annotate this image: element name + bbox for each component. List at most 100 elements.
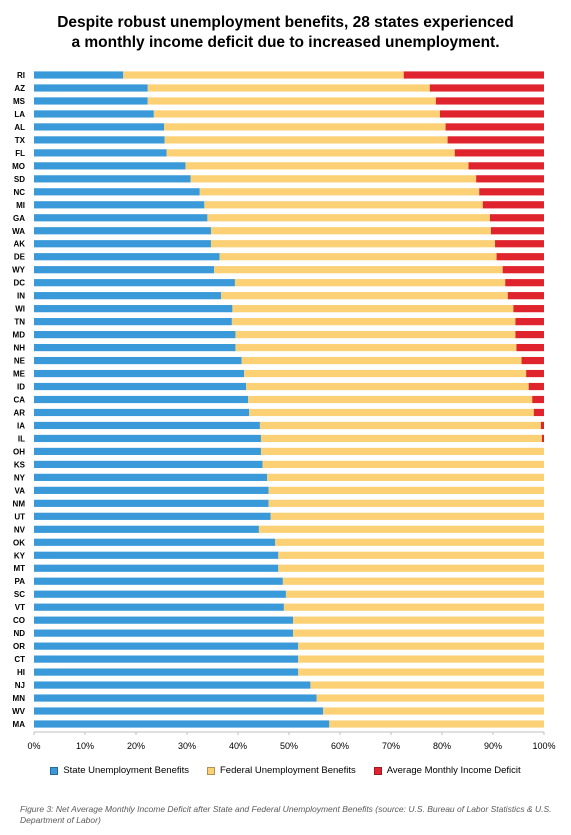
bar-ca-deficit <box>532 395 544 404</box>
category-label-fl: FL <box>15 149 25 158</box>
bar-dc-federal <box>234 279 506 287</box>
category-label-ne: NE <box>14 357 26 366</box>
bar-ma-state <box>34 720 330 728</box>
bar-de-deficit <box>496 253 544 261</box>
category-label-nd: ND <box>13 629 25 638</box>
bar-fl-deficit <box>454 149 544 157</box>
category-label-mo: MO <box>12 162 25 171</box>
category-label-ok: OK <box>13 538 25 547</box>
bar-co-federal <box>293 616 544 624</box>
bar-mt-state <box>34 564 279 572</box>
bar-mi-deficit <box>482 201 544 209</box>
bar-tx-state <box>34 136 165 144</box>
bar-ri-state <box>34 71 124 79</box>
bar-md-state <box>34 331 236 339</box>
bar-mo-state <box>34 162 186 170</box>
bar-sc-federal <box>285 590 544 598</box>
bar-il-federal <box>260 434 542 443</box>
x-axis-group: 0% 10% 20% 30% 40% 50% 60% 70% 80% 90% 100% <box>27 731 556 751</box>
bar-mo-federal <box>185 162 469 170</box>
x-tick-label: 90% <box>484 741 502 751</box>
bar-nc-deficit <box>479 188 544 196</box>
category-label-wi: WI <box>15 305 25 314</box>
category-label-sd: SD <box>14 175 25 184</box>
bar-dc-state <box>34 279 235 287</box>
figure-caption: Figure 3: Net Average Monthly Income Def… <box>20 804 552 825</box>
x-tick-label: 50% <box>280 741 298 751</box>
bar-ar-state <box>34 408 250 417</box>
bar-nd-state <box>34 629 294 637</box>
bars-group <box>34 71 544 728</box>
bar-ga-federal <box>207 214 490 222</box>
legend-swatch-deficit <box>373 766 382 775</box>
category-label-ky: KY <box>14 551 26 560</box>
category-label-vt: VT <box>15 603 25 612</box>
legend: State Unemployment Benefits Federal Unem… <box>0 765 571 776</box>
bar-nh-state <box>34 343 236 352</box>
bar-ct-state <box>34 655 299 663</box>
bar-nm-state <box>34 499 269 507</box>
bar-wa-deficit <box>490 227 544 235</box>
bar-mt-federal <box>278 564 544 572</box>
bar-mn-state <box>34 694 317 702</box>
category-label-ma: MA <box>13 720 26 729</box>
category-label-in: IN <box>17 292 25 301</box>
bar-az-federal <box>147 84 430 92</box>
category-label-mt: MT <box>13 564 25 573</box>
legend-swatch-federal <box>207 766 215 775</box>
category-label-ct: CT <box>14 655 25 664</box>
bar-al-state <box>34 123 165 131</box>
x-tick-label: 30% <box>178 741 196 751</box>
bar-ut-state <box>34 512 271 520</box>
category-label-va: VA <box>14 486 25 495</box>
bar-va-federal <box>268 486 544 494</box>
bar-ar-deficit <box>533 408 544 417</box>
bar-mi-state <box>34 201 205 209</box>
category-label-wy: WY <box>12 266 26 275</box>
bar-wv-state <box>34 707 324 715</box>
category-label-co: CO <box>13 616 25 625</box>
bar-ms-deficit <box>435 97 544 105</box>
bar-ak-state <box>34 240 211 248</box>
category-label-hi: HI <box>17 668 25 677</box>
category-label-la: LA <box>14 110 25 119</box>
bar-il-deficit <box>541 434 544 443</box>
category-label-sc: SC <box>14 590 25 599</box>
bar-ks-state <box>34 460 263 468</box>
bar-tx-deficit <box>447 136 544 144</box>
bar-dc-deficit <box>505 279 544 287</box>
bar-md-deficit <box>515 331 544 339</box>
bar-pa-federal <box>282 577 544 585</box>
bar-ga-deficit <box>489 214 544 222</box>
category-label-wa: WA <box>12 227 25 236</box>
bar-ut-federal <box>270 512 544 520</box>
title-line-2: a monthly income deficit due to increase… <box>71 34 500 51</box>
bar-oh-federal <box>260 447 544 456</box>
bar-ms-state <box>34 97 148 105</box>
bar-ct-federal <box>298 655 544 663</box>
category-label-il: IL <box>18 434 25 443</box>
bar-or-state <box>34 642 299 650</box>
bar-mn-federal <box>316 694 544 702</box>
x-tick-label: 0% <box>27 741 40 751</box>
category-label-oh: OH <box>13 447 25 456</box>
bar-ny-state <box>34 473 268 481</box>
bar-wv-federal <box>323 707 544 715</box>
legend-label-federal: Federal Unemployment Benefits <box>220 765 356 776</box>
category-label-ri: RI <box>17 71 25 80</box>
x-tick-label: 10% <box>76 741 94 751</box>
category-label-pa: PA <box>14 577 25 586</box>
bar-nh-federal <box>235 343 517 352</box>
category-label-id: ID <box>17 383 25 392</box>
bar-la-state <box>34 110 154 118</box>
category-label-ms: MS <box>13 97 26 106</box>
legend-item-federal: Federal Unemployment Benefits <box>207 765 356 776</box>
legend-item-deficit: Average Monthly Income Deficit <box>373 765 521 776</box>
legend-item-state: State Unemployment Benefits <box>50 765 189 776</box>
bar-ak-deficit <box>495 240 544 248</box>
category-label-dc: DC <box>13 279 25 288</box>
bar-ca-federal <box>248 395 533 404</box>
bar-ky-federal <box>278 551 544 559</box>
category-label-ak: AK <box>13 240 25 249</box>
